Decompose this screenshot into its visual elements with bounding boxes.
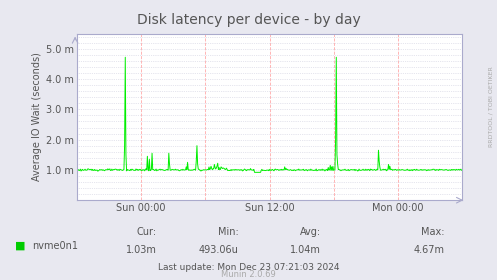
Y-axis label: Average IO Wait (seconds): Average IO Wait (seconds) <box>32 52 42 181</box>
Text: ■: ■ <box>15 241 25 251</box>
Text: 1.03m: 1.03m <box>126 245 157 255</box>
Text: Disk latency per device - by day: Disk latency per device - by day <box>137 13 360 27</box>
Text: Cur:: Cur: <box>137 227 157 237</box>
Text: 493.06u: 493.06u <box>199 245 239 255</box>
Text: Munin 2.0.69: Munin 2.0.69 <box>221 270 276 279</box>
Text: 1.04m: 1.04m <box>290 245 321 255</box>
Text: Max:: Max: <box>421 227 445 237</box>
Text: RRDTOOL / TOBI OETIKER: RRDTOOL / TOBI OETIKER <box>489 66 494 147</box>
Text: nvme0n1: nvme0n1 <box>32 241 79 251</box>
Text: Avg:: Avg: <box>299 227 321 237</box>
Text: Last update: Mon Dec 23 07:21:03 2024: Last update: Mon Dec 23 07:21:03 2024 <box>158 263 339 272</box>
Text: Min:: Min: <box>218 227 239 237</box>
Text: 4.67m: 4.67m <box>414 245 445 255</box>
